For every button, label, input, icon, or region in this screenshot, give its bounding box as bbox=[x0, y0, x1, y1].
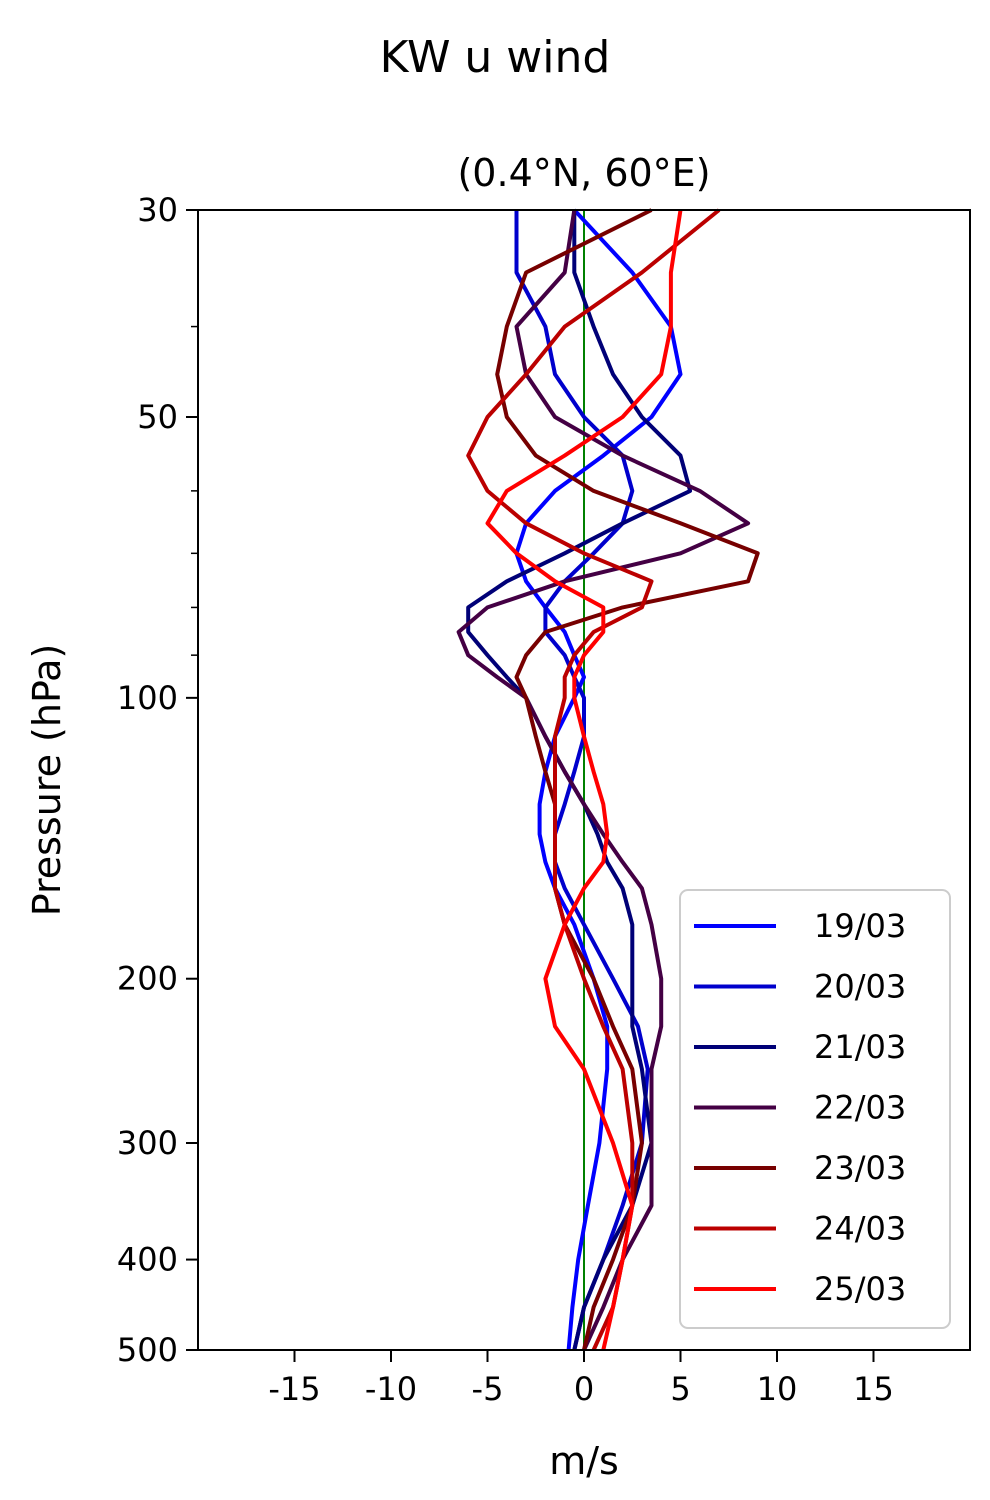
x-tick-label: 10 bbox=[757, 1370, 798, 1408]
legend-entry-label: 20/03 bbox=[814, 968, 906, 1006]
series-line-23-03 bbox=[495, 208, 760, 1351]
y-tick-label: 500 bbox=[117, 1331, 178, 1369]
legend-entry-label: 19/03 bbox=[814, 907, 906, 945]
x-tick-label: -15 bbox=[268, 1370, 320, 1408]
y-tick-label: 200 bbox=[117, 960, 178, 998]
legend-box bbox=[679, 889, 951, 1329]
plot-lines bbox=[456, 208, 760, 1351]
legend: 19/03 20/03 21/03 22/03 23/03 24/03 25/03 bbox=[679, 889, 951, 1329]
y-tick-label: 300 bbox=[117, 1124, 178, 1162]
series-line-25-03 bbox=[485, 209, 683, 1351]
axes: -15 -10 -5 0 5 10 15 30 50 100 200 300 400 500 bbox=[117, 191, 971, 1408]
series-line-22-03 bbox=[456, 209, 751, 1351]
y-tick-label: 50 bbox=[137, 398, 178, 436]
legend-entry-label: 24/03 bbox=[814, 1210, 906, 1248]
legend-entry-label: 21/03 bbox=[814, 1028, 906, 1066]
y-axis-label: Pressure (hPa) bbox=[25, 644, 69, 917]
series-line-20-03 bbox=[514, 210, 650, 1351]
chart-subtitle: (0.4°N, 60°E) bbox=[457, 151, 710, 195]
series-line-24-03 bbox=[466, 208, 721, 1351]
legend-entry-label: 23/03 bbox=[814, 1149, 906, 1187]
chart-title: KW u wind bbox=[380, 32, 611, 83]
x-axis-label: m/s bbox=[549, 1439, 619, 1483]
y-tick-label: 400 bbox=[117, 1241, 178, 1279]
x-tick-label: 5 bbox=[670, 1370, 690, 1408]
legend-entry-label: 22/03 bbox=[814, 1089, 906, 1127]
y-tick-label: 100 bbox=[117, 679, 178, 717]
x-tick-label: -10 bbox=[365, 1370, 417, 1408]
x-tick-label: 15 bbox=[853, 1370, 894, 1408]
legend-entry-label: 25/03 bbox=[814, 1270, 906, 1308]
x-tick-label: -5 bbox=[472, 1370, 504, 1408]
x-tick-label: 0 bbox=[574, 1370, 594, 1408]
y-tick-label: 30 bbox=[137, 191, 178, 229]
